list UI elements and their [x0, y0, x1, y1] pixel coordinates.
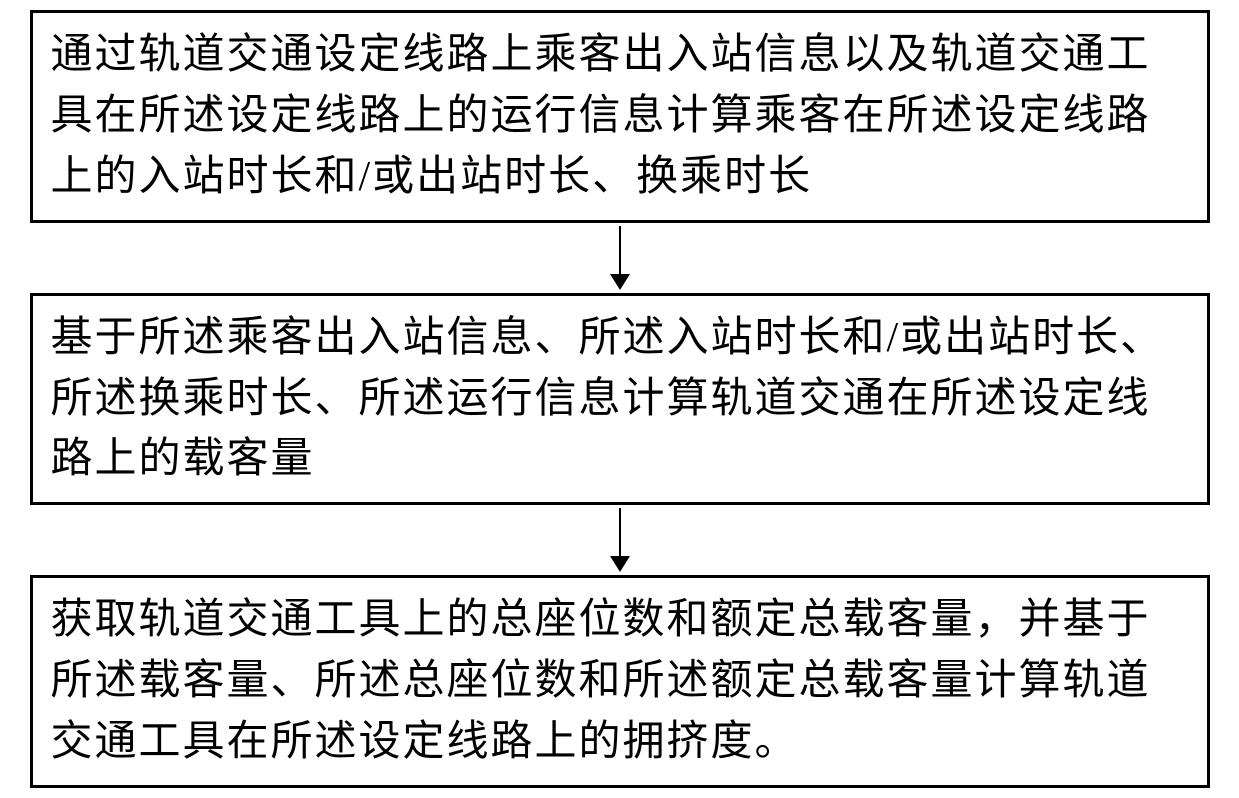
flowchart-step-1: 通过轨道交通设定线路上乘客出入站信息以及轨道交通工具在所述设定线路上的运行信息计… [30, 10, 1210, 223]
arrow-1-to-2 [610, 223, 630, 293]
arrow-2-to-3 [610, 505, 630, 575]
arrow-head-icon [610, 274, 630, 290]
arrow-line [619, 226, 621, 274]
arrow-head-icon [610, 556, 630, 572]
step-text: 通过轨道交通设定线路上乘客出入站信息以及轨道交通工具在所述设定线路上的运行信息计… [51, 32, 1151, 200]
step-text: 基于所述乘客出入站信息、所述入站时长和/或出站时长、所述换乘时长、所述运行信息计… [51, 315, 1165, 483]
flowchart-step-2: 基于所述乘客出入站信息、所述入站时长和/或出站时长、所述换乘时长、所述运行信息计… [30, 293, 1210, 506]
flowchart-step-3: 获取轨道交通工具上的总座位数和额定总载客量，并基于所述载客量、所述总座位数和所述… [30, 575, 1210, 788]
step-text: 获取轨道交通工具上的总座位数和额定总载客量，并基于所述载客量、所述总座位数和所述… [51, 597, 1151, 765]
flowchart-container: 通过轨道交通设定线路上乘客出入站信息以及轨道交通工具在所述设定线路上的运行信息计… [20, 10, 1219, 788]
arrow-line [619, 508, 621, 556]
